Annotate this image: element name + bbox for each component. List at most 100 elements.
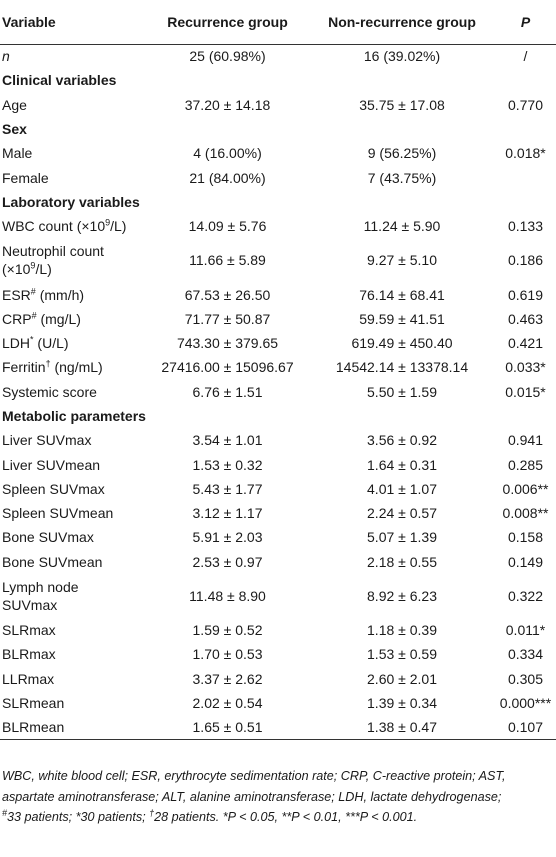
section-title: Sex [2,121,27,138]
row-label-sup: * [30,334,34,345]
table-row: CRP# (mg/L) 71.77 ± 50.87 59.59 ± 41.51 0.4… [0,307,556,331]
row-label-text: LLRmax [2,670,55,687]
table-body: n 25 (60.98%) 16 (39.02%) / Clinical variabl… [0,44,556,740]
recurrence-value: 1.65 ± 0.51 [192,719,263,736]
footnote-text: 28 patients. *P < 0.05, **P < 0.01, ***P… [154,810,418,824]
row-label-sup: 9 [105,217,111,228]
row-label-text: (mg/L) [36,310,81,327]
row-label-text: Liver SUVmax [2,432,92,449]
table-row: Liver SUVmax 3.54 ± 1.01 3.56 ± 0.92 0.941 [0,428,556,452]
nonrecurrence-value: 16 (39.02%) [363,48,441,65]
table-row: SLRmean 2.02 ± 0.54 1.39 ± 0.34 0.000*** [0,691,556,715]
nonrecurrence-value: 5.07 ± 1.39 [367,529,437,546]
header-p: P [520,13,531,30]
row-label: BLRmean [0,715,146,739]
row-label: CRP# (mg/L) [0,307,146,331]
nonrecurrence-value: 2.18 ± 0.55 [367,553,437,570]
row-label-text: BLRmax [2,646,56,663]
row-label-text: Spleen SUVmean [2,505,114,522]
table-row: Male 4 (16.00%) 9 (56.25%) 0.018* [0,141,556,165]
p-value: 0.033* [505,359,546,376]
row-label-text: (U/L) [33,335,69,352]
row-label-text: /L) [35,261,52,278]
recurrence-value: 11.66 ± 5.89 [189,252,266,269]
nonrecurrence-value: 14542.14 ± 13378.14 [335,359,469,376]
table-row: WBC count (×109/L) 14.09 ± 5.76 11.24 ± 5.… [0,214,556,238]
row-label-text: (×10 [2,261,31,278]
row-label-sup: # [31,310,37,321]
table-row: Neutrophil count (×109/L) 11.66 ± 5.89 9.27… [0,238,556,282]
row-label-text: Systemic score [2,383,97,400]
row-label: Age [0,93,146,117]
p-value [495,165,556,189]
table-row: Bone SUVmean 2.53 ± 0.97 2.18 ± 0.55 0.149 [0,550,556,574]
row-label-text: BLRmean [2,719,65,736]
nonrecurrence-value: 4.01 ± 1.07 [367,480,437,497]
p-value: 0.000*** [499,694,552,711]
row-label: Ferritin† (ng/mL) [0,355,146,379]
nonrecurrence-value: 1.53 ± 0.59 [367,646,437,663]
nonrecurrence-value: 11.24 ± 5.90 [363,218,441,235]
section-title: Laboratory variables [2,193,140,210]
nonrecurrence-value: 59.59 ± 41.51 [359,310,445,327]
table-row: BLRmean 1.65 ± 0.51 1.38 ± 0.47 0.107 [0,715,556,740]
row-label-text: SLRmax [2,622,56,639]
row-label: Systemic score [0,380,146,404]
table-header: Variable Recurrence group Non-recurrence… [0,0,556,44]
table-row: Systemic score 6.76 ± 1.51 5.50 ± 1.59 0.01… [0,380,556,404]
row-label: Neutrophil count (×109/L) [0,238,146,282]
table-row: LDH* (U/L) 743.30 ± 379.65 619.49 ± 450.40… [0,331,556,355]
recurrence-value: 25 (60.98%) [189,48,266,65]
nonrecurrence-value: 1.39 ± 0.34 [367,694,437,711]
table-row: BLRmax 1.70 ± 0.53 1.53 ± 0.59 0.334 [0,642,556,666]
row-label: Lymph node SUVmax [0,574,146,618]
table-row: Spleen SUVmax 5.43 ± 1.77 4.01 ± 1.07 0.006… [0,477,556,501]
recurrence-value: 21 (84.00%) [189,169,266,186]
p-value: 0.619 [507,286,544,303]
row-label: Liver SUVmax [0,428,146,452]
recurrence-value: 6.76 ± 1.51 [192,383,263,400]
p-value: / [523,48,528,65]
row-label-text: Female [2,169,49,186]
row-label: LLRmax [0,667,146,691]
recurrence-value: 2.53 ± 0.97 [192,553,263,570]
footnote-text: 33 patients; *30 patients; [7,810,150,824]
footnote-line: aspartate aminotransferase; ALT, alanine… [2,789,502,804]
recurrence-value: 743.30 ± 379.65 [176,335,279,352]
row-label-text: Male [2,145,33,162]
footnote-line: #33 patients; *30 patients; †28 patients… [2,807,554,828]
row-label-text: SLRmean [2,694,65,711]
recurrence-value: 27416.00 ± 15096.67 [161,359,294,376]
section-row: Laboratory variables [0,190,556,214]
nonrecurrence-value: 619.49 ± 450.40 [351,335,453,352]
p-value: 0.133 [507,218,544,235]
table-row: Age 37.20 ± 14.18 35.75 ± 17.08 0.770 [0,93,556,117]
section-title: Metabolic parameters [2,408,146,424]
section-title: Clinical variables [2,72,117,89]
row-label: SLRmean [0,691,146,715]
section-row: Metabolic parameters [0,404,556,428]
nonrecurrence-value: 7 (43.75%) [367,169,437,186]
nonrecurrence-value: 1.38 ± 0.47 [367,719,437,736]
p-value: 0.018* [505,145,546,162]
table-footnote: WBC, white blood cell; ESR, erythrocyte … [2,766,554,828]
row-label-text: Ferritin [2,359,46,376]
row-label: LDH* (U/L) [0,331,146,355]
p-value: 0.334 [507,646,544,663]
p-value: 0.006** [502,480,549,497]
recurrence-value: 14.09 ± 5.76 [188,218,267,235]
row-label-text: ESR [2,286,31,303]
p-value: 0.322 [507,587,544,604]
row-label-text: SUVmax [2,596,58,613]
table-row: Bone SUVmax 5.91 ± 2.03 5.07 ± 1.39 0.158 [0,525,556,549]
row-label-text: CRP [2,310,32,327]
row-label-text: WBC count (×10 [2,218,106,235]
table-row: Liver SUVmean 1.53 ± 0.32 1.64 ± 0.31 0.285 [0,452,556,476]
row-label-text: Bone SUVmean [2,553,103,570]
header-recurrence: Recurrence group [167,13,288,30]
recurrence-value: 5.91 ± 2.03 [192,529,263,546]
row-label: BLRmax [0,642,146,666]
nonrecurrence-value: 35.75 ± 17.08 [359,96,445,113]
p-value: 0.011* [505,622,546,639]
